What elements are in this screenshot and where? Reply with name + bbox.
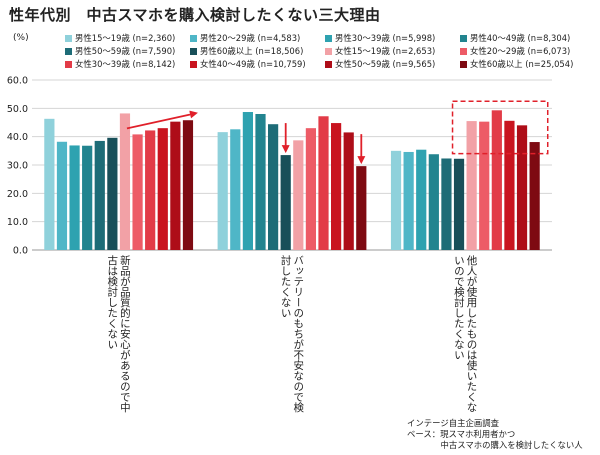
x-category-label-line: 新品が品質的に安心があるので中 bbox=[118, 255, 131, 413]
x-category-label-line: 他人が使用したものは使いたくな bbox=[465, 255, 478, 413]
bar bbox=[217, 132, 228, 250]
y-tick-label: 0.0 bbox=[13, 246, 28, 257]
bar bbox=[170, 121, 181, 251]
legend-item: 女性20～29歳 (n=6,073) bbox=[460, 45, 570, 57]
bar bbox=[56, 141, 68, 250]
x-category-label: バッテリーのもちが不安なので検 討したくない bbox=[279, 255, 305, 413]
legend-swatch bbox=[65, 34, 72, 42]
bar bbox=[356, 166, 367, 250]
legend-label: 男性60歳以上 (n=18,506) bbox=[200, 46, 304, 56]
legend-swatch bbox=[190, 34, 197, 42]
y-tick-label: 10.0 bbox=[7, 217, 28, 228]
legend-item: 女性60歳以上 (n=25,054) bbox=[460, 58, 573, 70]
bar bbox=[416, 149, 427, 250]
bar bbox=[516, 125, 528, 250]
base-note-line-1: ベース：現スマホ利用者かつ bbox=[407, 429, 516, 439]
source-note: インテージ自主企画調査 bbox=[407, 418, 499, 428]
chart-title: 性年代別 中古スマホを購入検討したくない三大理由 bbox=[9, 6, 381, 24]
bar bbox=[390, 150, 402, 250]
bar bbox=[145, 130, 156, 250]
x-category-label-line: 古は検討したくない bbox=[106, 255, 119, 350]
x-category-label-line: バッテリーのもちが不安なので検 bbox=[292, 255, 305, 413]
bar bbox=[242, 112, 253, 251]
legend-label: 女性15～19歳 (n=2,653) bbox=[335, 46, 436, 56]
y-tick-label: 20.0 bbox=[7, 189, 28, 200]
y-tick-label: 60.0 bbox=[7, 76, 28, 87]
legend-swatch bbox=[460, 47, 467, 55]
legend-swatch bbox=[65, 47, 72, 55]
bar bbox=[44, 118, 55, 250]
legend-swatch bbox=[460, 60, 467, 68]
legend-swatch bbox=[325, 34, 332, 42]
legend-label: 女性20～29歳 (n=6,073) bbox=[470, 46, 571, 56]
legend-item: 男性40～49歳 (n=8,304) bbox=[460, 32, 570, 44]
bar bbox=[82, 145, 93, 250]
legend-label: 男性50～59歳 (n=7,590) bbox=[75, 46, 176, 56]
bar bbox=[403, 151, 414, 250]
legend-label: 男性30～39歳 (n=5,998) bbox=[335, 33, 436, 43]
legend-label: 女性60歳以上 (n=25,054) bbox=[470, 59, 574, 69]
legend-swatch bbox=[190, 47, 197, 55]
x-category-label-line: 討したくない bbox=[279, 255, 292, 318]
y-tick-label: 40.0 bbox=[7, 132, 28, 143]
legend-swatch bbox=[460, 34, 467, 42]
bar bbox=[343, 132, 354, 250]
bar bbox=[107, 137, 118, 250]
trend-arrow-rising bbox=[126, 110, 198, 130]
legend-label: 男性20～29歳 (n=4,583) bbox=[200, 33, 301, 43]
legend-item: 女性15～19歳 (n=2,653) bbox=[325, 45, 435, 57]
bar bbox=[491, 110, 502, 250]
bar bbox=[466, 121, 477, 250]
legend-item: 男性50～59歳 (n=7,590) bbox=[65, 45, 175, 57]
bar bbox=[69, 145, 80, 250]
legend-item: 女性50～59歳 (n=9,565) bbox=[325, 58, 435, 70]
bar bbox=[453, 158, 465, 250]
legend-item: 男性20～29歳 (n=4,583) bbox=[190, 32, 300, 44]
legend-swatch bbox=[325, 60, 332, 68]
legend-label: 男性40～49歳 (n=8,304) bbox=[470, 33, 571, 43]
legend-label: 女性50～59歳 (n=9,565) bbox=[335, 59, 436, 69]
bar bbox=[268, 124, 279, 250]
legend-label: 女性40～49歳 (n=10,759) bbox=[200, 59, 306, 69]
bar bbox=[305, 128, 316, 250]
bar bbox=[182, 120, 194, 250]
bar bbox=[119, 113, 131, 250]
bar bbox=[331, 123, 342, 250]
y-axis-unit-label: (%) bbox=[13, 33, 29, 43]
bar bbox=[280, 155, 291, 250]
base-note-line-2: 中古スマホの購入を検討したくない人 bbox=[407, 440, 583, 450]
legend-item: 男性15～19歳 (n=2,360) bbox=[65, 32, 175, 44]
legend-swatch bbox=[325, 47, 332, 55]
x-category-label-line: いので検討したくない bbox=[452, 255, 465, 360]
legend-swatch bbox=[190, 60, 197, 68]
legend-item: 女性40～49歳 (n=10,759) bbox=[190, 58, 306, 70]
legend-item: 男性30～39歳 (n=5,998) bbox=[325, 32, 435, 44]
bar bbox=[255, 114, 266, 250]
bar bbox=[132, 134, 143, 250]
x-category-label: 新品が品質的に安心があるので中 古は検討したくない bbox=[106, 255, 131, 413]
highlight-box bbox=[451, 100, 549, 155]
bar bbox=[157, 128, 168, 250]
bar bbox=[529, 142, 540, 250]
bar bbox=[230, 129, 241, 250]
bar bbox=[94, 140, 105, 250]
y-tick-label: 30.0 bbox=[7, 161, 28, 172]
bar bbox=[504, 120, 515, 250]
legend-swatch bbox=[65, 60, 72, 68]
legend-item: 女性30～39歳 (n=8,142) bbox=[65, 58, 175, 70]
legend-item: 男性60歳以上 (n=18,506) bbox=[190, 45, 303, 57]
bar bbox=[293, 140, 304, 250]
x-category-label: 他人が使用したものは使いたくな いので検討したくない bbox=[452, 255, 478, 413]
bar bbox=[441, 158, 452, 250]
bar bbox=[479, 121, 490, 251]
bar bbox=[318, 116, 329, 251]
bar bbox=[428, 154, 439, 250]
legend-label: 女性30～39歳 (n=8,142) bbox=[75, 59, 176, 69]
legend-label: 男性15～19歳 (n=2,360) bbox=[75, 33, 176, 43]
y-tick-label: 50.0 bbox=[7, 104, 28, 115]
